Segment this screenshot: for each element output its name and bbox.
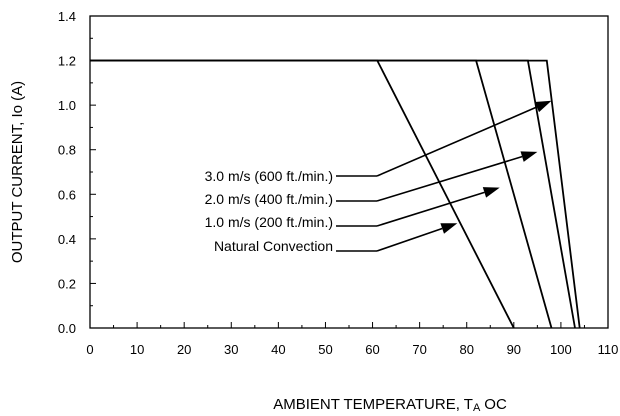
x-tick-label: 20 bbox=[177, 342, 191, 357]
x-tick-label: 60 bbox=[365, 342, 379, 357]
annotation-arrowhead bbox=[520, 151, 538, 162]
x-axis-title-subscript: A bbox=[473, 402, 481, 414]
annotations: 3.0 m/s (600 ft./min.) 2.0 m/s (400 ft./m… bbox=[205, 100, 552, 254]
x-tick-label: 110 bbox=[598, 342, 619, 357]
annotation-label: 2.0 m/s (400 ft./min.) bbox=[205, 191, 333, 207]
y-tick-label: 0.8 bbox=[58, 143, 76, 158]
x-tick-label: 100 bbox=[550, 342, 572, 357]
x-tick-label: 30 bbox=[224, 342, 238, 357]
y-tick-label: 0.0 bbox=[58, 321, 76, 336]
x-axis-title: AMBIENT TEMPERATURE, TA OC bbox=[273, 396, 507, 414]
x-tick-label: 50 bbox=[318, 342, 332, 357]
annotation-arrowhead bbox=[440, 223, 458, 234]
annotation-arrowhead bbox=[534, 100, 552, 113]
annotation-arrow-shaft bbox=[376, 227, 443, 252]
annotation-label: 3.0 m/s (600 ft./min.) bbox=[205, 168, 333, 184]
x-axis-title-main: AMBIENT TEMPERATURE, T bbox=[273, 396, 473, 413]
axis-ticks bbox=[90, 37, 585, 328]
x-tick-label: 80 bbox=[459, 342, 473, 357]
x-tick-label: 40 bbox=[271, 342, 285, 357]
tick-labels: 0 10 20 30 40 50 60 70 80 90 100 110 0.0 0.2 0.4 0.6 0.8… bbox=[58, 9, 618, 357]
annotation-arrow-shaft bbox=[376, 155, 523, 202]
x-tick-label: 70 bbox=[412, 342, 426, 357]
y-tick-label: 0.2 bbox=[58, 276, 76, 291]
y-tick-label: 1.4 bbox=[58, 9, 76, 24]
annotation-label: 1.0 m/s (200 ft./min.) bbox=[205, 214, 333, 230]
annotation-arrow-shaft bbox=[376, 106, 538, 177]
series-lines bbox=[90, 59, 581, 329]
plot-frame bbox=[89, 15, 609, 329]
y-tick-label: 0.6 bbox=[58, 187, 76, 202]
annotation-label: Natural Convection bbox=[214, 238, 333, 254]
annotation-arrowhead bbox=[482, 187, 500, 198]
y-tick-label: 1.2 bbox=[58, 54, 76, 69]
series-line-4 bbox=[90, 59, 581, 329]
y-axis-title: OUTPUT CURRENT, Io (A) bbox=[9, 81, 26, 263]
x-tick-label: 90 bbox=[507, 342, 521, 357]
annotation-arrow-shaft bbox=[376, 191, 485, 227]
x-tick-label: 10 bbox=[130, 342, 144, 357]
y-tick-label: 1.0 bbox=[58, 98, 76, 113]
y-tick-label: 0.4 bbox=[58, 232, 76, 247]
x-tick-label: 0 bbox=[86, 342, 93, 357]
x-axis-title-unit: OC bbox=[484, 396, 507, 413]
